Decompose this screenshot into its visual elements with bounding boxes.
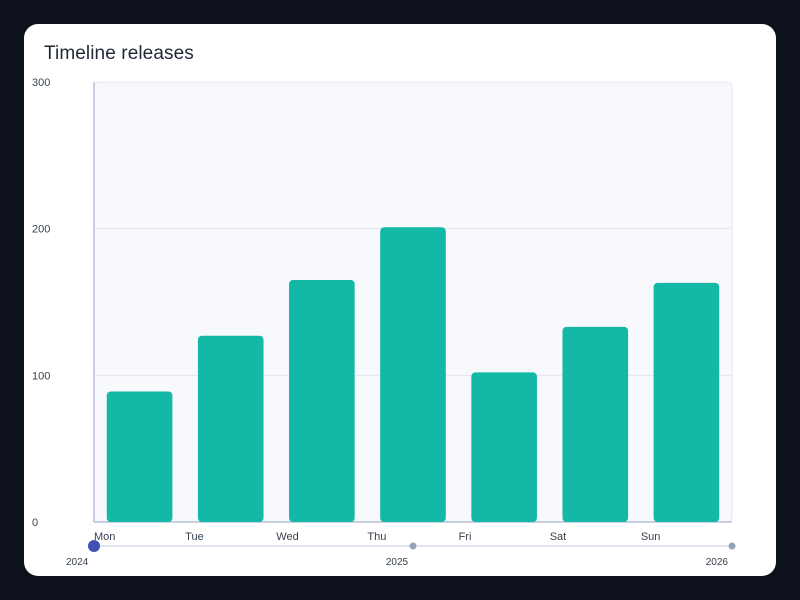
x-tick-labels: Mon Tue Wed Thu Fri Sat Sun: [94, 531, 660, 543]
x-tick-label: Sun: [641, 531, 661, 543]
bar-sat[interactable]: [562, 326, 629, 522]
y-tick-label: 300: [32, 77, 50, 89]
chart-title: Timeline releases: [44, 43, 194, 64]
bars: [106, 227, 720, 522]
timeline-stop[interactable]: [728, 542, 736, 550]
bar-tue[interactable]: [197, 335, 264, 522]
x-tick-label: Thu: [367, 531, 386, 543]
bar-wed[interactable]: [289, 280, 355, 522]
bar-sun[interactable]: [653, 282, 720, 522]
bar-mon[interactable]: [106, 391, 173, 522]
timeline-label: 2024: [66, 557, 89, 568]
bar-thu[interactable]: [380, 227, 446, 522]
timeline-label: 2026: [706, 557, 729, 568]
y-tick-label: 100: [32, 370, 50, 382]
chart-card: Timeline releases 0 100 200 300 Mon Tue Wed Th…: [24, 24, 776, 576]
bar-fri[interactable]: [471, 372, 537, 522]
timeline-handle[interactable]: [88, 540, 100, 552]
y-tick-label: 200: [32, 224, 50, 236]
x-tick-label: Mon: [94, 531, 115, 543]
x-tick-label: Sat: [550, 531, 567, 543]
x-tick-label: Fri: [459, 531, 472, 543]
y-tick-labels: 0 100 200 300: [32, 77, 50, 529]
timeline-stop[interactable]: [409, 542, 417, 550]
x-tick-label: Wed: [276, 531, 298, 543]
timeline-slider[interactable]: 2024 2025 2026: [66, 540, 736, 568]
y-tick-label: 0: [32, 517, 38, 529]
x-tick-label: Tue: [185, 531, 204, 543]
timeline-label: 2025: [386, 557, 409, 568]
